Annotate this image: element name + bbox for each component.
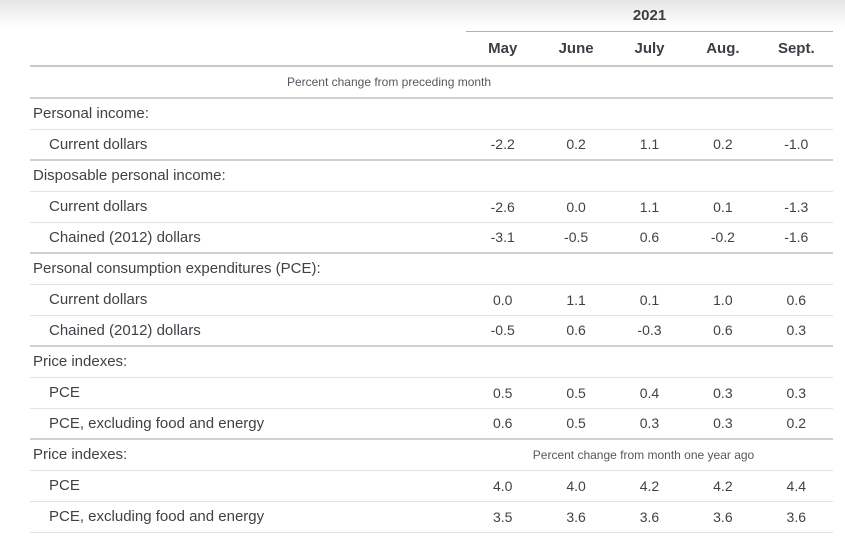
value-cell: 0.3 <box>612 408 687 440</box>
value-cell: 1.1 <box>612 191 687 223</box>
row-label: Current dollars <box>30 129 467 161</box>
row-label: PCE <box>30 377 467 409</box>
section-header-row: Disposable personal income: <box>30 159 833 192</box>
month-header-sept: Sept. <box>759 31 833 67</box>
value-cell: 0.1 <box>686 191 760 223</box>
value-cell: 1.1 <box>539 284 613 316</box>
data-row: Current dollars 0.0 1.1 0.1 1.0 0.6 <box>30 284 833 316</box>
data-row: PCE, excluding food and energy 0.6 0.5 0.3 0… <box>30 408 833 440</box>
section-units-note: Percent change from month one year ago <box>466 438 833 471</box>
value-cell: 0.5 <box>466 377 540 409</box>
year-header-row: 2021 <box>30 0 833 32</box>
row-label: Current dollars <box>30 191 467 223</box>
section-header-row: Personal consumption expenditures (PCE): <box>30 252 833 285</box>
value-cell: 1.0 <box>686 284 760 316</box>
row-label: PCE, excluding food and energy <box>30 501 467 533</box>
value-cell: 4.2 <box>686 470 760 502</box>
section-header-row: Price indexes: <box>30 345 833 378</box>
value-cell: 0.2 <box>539 129 613 161</box>
value-cell: -0.5 <box>466 315 540 347</box>
year-header: 2021 <box>466 0 833 32</box>
units-subtitle-row: Percent change from preceding month <box>30 66 833 98</box>
section-header-label: Price indexes: <box>30 345 833 378</box>
value-cell: 0.1 <box>612 284 687 316</box>
row-label: Chained (2012) dollars <box>30 222 467 254</box>
table-body: Personal income: Current dollars -2.2 0.2 1.… <box>30 97 833 533</box>
value-cell: -0.3 <box>612 315 687 347</box>
row-label: Chained (2012) dollars <box>30 315 467 347</box>
value-cell: 4.2 <box>612 470 687 502</box>
value-cell: 0.0 <box>466 284 540 316</box>
value-cell: 1.1 <box>612 129 687 161</box>
data-row: Current dollars -2.2 0.2 1.1 0.2 -1.0 <box>30 129 833 161</box>
value-cell: 0.6 <box>612 222 687 254</box>
row-label: PCE, excluding food and energy <box>30 408 467 440</box>
value-cell: 3.6 <box>612 501 687 533</box>
value-cell: 0.2 <box>686 129 760 161</box>
value-cell: 0.2 <box>759 408 833 440</box>
data-row: PCE 0.5 0.5 0.4 0.3 0.3 <box>30 377 833 409</box>
value-cell: -3.1 <box>466 222 540 254</box>
data-row: Chained (2012) dollars -3.1 -0.5 0.6 -0.2 -1.… <box>30 222 833 254</box>
value-cell: 0.5 <box>539 408 613 440</box>
value-cell: -2.2 <box>466 129 540 161</box>
value-cell: -2.6 <box>466 191 540 223</box>
value-cell: -1.0 <box>759 129 833 161</box>
data-row: PCE, excluding food and energy 3.5 3.6 3.6 3… <box>30 501 833 533</box>
value-cell: -1.3 <box>759 191 833 223</box>
value-cell: 4.0 <box>466 470 540 502</box>
units-subtitle: Percent change from preceding month <box>286 75 492 89</box>
empty-label-header-cell <box>30 31 467 67</box>
value-cell: 0.3 <box>686 377 760 409</box>
value-cell: 4.0 <box>539 470 613 502</box>
section-header-row: Price indexes: Percent change from month … <box>30 438 833 471</box>
section-header-label: Personal income: <box>30 97 833 130</box>
data-row: PCE 4.0 4.0 4.2 4.2 4.4 <box>30 470 833 502</box>
data-row: Chained (2012) dollars -0.5 0.6 -0.3 0.6 0.3 <box>30 315 833 347</box>
value-cell: 3.6 <box>539 501 613 533</box>
month-header-july: July <box>612 31 687 67</box>
month-header-may: May <box>466 31 540 67</box>
value-cell: -0.5 <box>539 222 613 254</box>
value-cell: -1.6 <box>759 222 833 254</box>
value-cell: 0.5 <box>539 377 613 409</box>
section-header-label: Personal consumption expenditures (PCE): <box>30 252 833 285</box>
economic-data-table: 2021 May June July Aug. Sept. Percent ch… <box>30 0 833 533</box>
row-label: Current dollars <box>30 284 467 316</box>
value-cell: 4.4 <box>759 470 833 502</box>
value-cell: 0.6 <box>686 315 760 347</box>
month-header-row: May June July Aug. Sept. <box>30 31 833 67</box>
value-cell: 0.3 <box>759 315 833 347</box>
value-cell: 3.6 <box>759 501 833 533</box>
empty-corner-cell <box>30 0 466 31</box>
value-cell: 0.0 <box>539 191 613 223</box>
month-header-june: June <box>539 31 613 67</box>
value-cell: 0.6 <box>759 284 833 316</box>
row-label: PCE <box>30 470 467 502</box>
value-cell: 3.6 <box>686 501 760 533</box>
section-header-label: Price indexes: <box>30 438 467 471</box>
value-cell: 0.6 <box>466 408 540 440</box>
value-cell: 0.3 <box>759 377 833 409</box>
section-header-label: Disposable personal income: <box>30 159 833 192</box>
value-cell: 0.3 <box>686 408 760 440</box>
value-cell: 0.4 <box>612 377 687 409</box>
data-row: Current dollars -2.6 0.0 1.1 0.1 -1.3 <box>30 191 833 223</box>
value-cell: 0.6 <box>539 315 613 347</box>
section-header-row: Personal income: <box>30 97 833 130</box>
value-cell: 3.5 <box>466 501 540 533</box>
month-header-aug: Aug. <box>686 31 760 67</box>
value-cell: -0.2 <box>686 222 760 254</box>
